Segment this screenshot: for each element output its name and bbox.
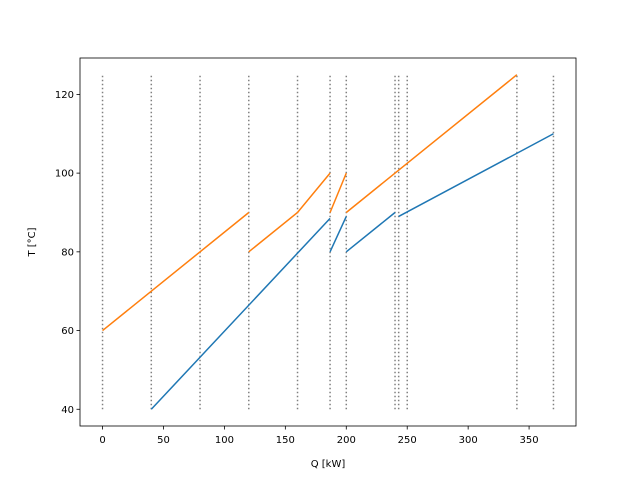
x-tick-label: 250 bbox=[398, 435, 417, 446]
series-line bbox=[150, 133, 554, 410]
x-tick-label: 200 bbox=[337, 435, 356, 446]
x-tick-label: 150 bbox=[276, 435, 295, 446]
x-axis-label: Q [kW] bbox=[311, 459, 346, 470]
x-tick-label: 100 bbox=[215, 435, 234, 446]
x-tick-label: 0 bbox=[99, 435, 105, 446]
series-line bbox=[102, 74, 518, 332]
y-tick-label: 80 bbox=[61, 247, 74, 258]
x-tick-label: 350 bbox=[520, 435, 539, 446]
y-tick-label: 40 bbox=[61, 405, 74, 416]
y-tick-label: 60 bbox=[61, 326, 74, 337]
plot-frame bbox=[79, 57, 577, 427]
x-tick-label: 50 bbox=[157, 435, 170, 446]
x-tick-label: 300 bbox=[459, 435, 478, 446]
y-axis-label: T [°C] bbox=[27, 227, 38, 257]
y-tick-label: 120 bbox=[55, 90, 74, 101]
y-tick-label: 100 bbox=[55, 169, 74, 180]
